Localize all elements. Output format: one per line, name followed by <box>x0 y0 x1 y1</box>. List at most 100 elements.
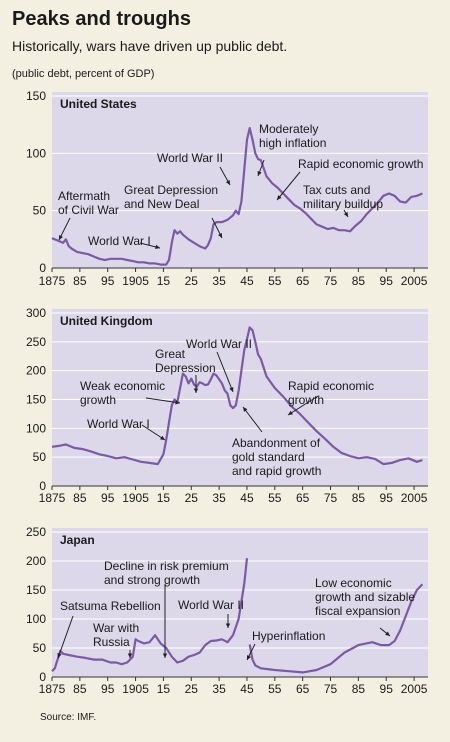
annotation: World War II <box>157 151 231 186</box>
arrowhead <box>59 235 63 240</box>
arrowhead <box>225 623 231 628</box>
annotation-arrow <box>141 424 166 441</box>
y-tick-label: 250 <box>26 525 46 539</box>
annotation-text: World War II <box>178 598 244 612</box>
x-tick-label: 25 <box>185 274 199 288</box>
arrowhead <box>257 171 262 176</box>
x-tick-label: 85 <box>73 682 87 696</box>
annotation-text: Depression <box>155 361 216 375</box>
annotation-arrow <box>287 395 319 416</box>
series-line <box>51 557 424 674</box>
arrowhead <box>57 653 62 658</box>
series-line <box>51 326 423 466</box>
x-tick-label: 85 <box>352 274 366 288</box>
annotation-text: Decline in risk premium <box>104 559 229 573</box>
x-tick-label: 2005 <box>401 491 428 505</box>
annotation-text: Aftermath <box>58 189 110 203</box>
x-tick-label: 55 <box>268 274 282 288</box>
annotation-text: Great Depression <box>124 183 218 197</box>
series-line <box>51 127 423 266</box>
y-tick-label: 200 <box>26 554 46 568</box>
x-tick-label: 45 <box>240 274 254 288</box>
annotation-text: Satsuma Rebellion <box>60 599 161 613</box>
y-tick-label: 50 <box>33 641 47 655</box>
y-tick-label: 150 <box>26 393 46 407</box>
arrowhead <box>343 212 348 217</box>
panel-title: United States <box>60 97 137 111</box>
x-tick-label: 75 <box>324 682 338 696</box>
x-tick-label: 1905 <box>122 682 149 696</box>
annotation-text: Great <box>155 347 186 361</box>
annotation-arrow <box>276 171 301 201</box>
arrowhead <box>277 195 282 200</box>
x-tick-label: 15 <box>157 682 171 696</box>
x-tick-label: 95 <box>101 682 115 696</box>
x-tick-label: 65 <box>296 682 310 696</box>
panel-title: United Kingdom <box>60 314 153 328</box>
panel-2: 0 50 100 150 200 250 300 1875 85 95 1905 15 25 35 45 55… <box>26 306 428 505</box>
x-tick-label: 1875 <box>39 491 66 505</box>
y-tick-label: 300 <box>26 306 46 320</box>
annotation-text: Abandonment of <box>232 436 321 450</box>
annotation-text: growth <box>80 393 116 407</box>
annotation-text: and New Deal <box>124 197 199 211</box>
plot-area <box>52 528 428 677</box>
x-tick-label: 1875 <box>39 682 66 696</box>
x-tick-label: 95 <box>101 491 115 505</box>
annotation-text: Rapid economic <box>288 379 374 393</box>
annotation-arrow <box>216 351 234 393</box>
y-tick-label: 150 <box>26 583 46 597</box>
annotation-text: Tax cuts and <box>303 183 370 197</box>
arrowhead <box>175 400 180 405</box>
y-tick-label: 150 <box>26 89 46 103</box>
annotation-text: Russia <box>93 635 130 649</box>
annotation-text: World War II <box>186 337 252 351</box>
annotation: World War I <box>88 234 161 250</box>
x-tick-label: 85 <box>352 491 366 505</box>
arrowhead <box>160 435 165 440</box>
y-tick-label: 250 <box>26 335 46 349</box>
annotation: World War II <box>178 598 244 628</box>
plot-area <box>52 92 428 268</box>
annotation-text: Hyperinflation <box>252 629 325 643</box>
arrowhead <box>127 653 133 658</box>
y-tick-label: 0 <box>39 479 46 493</box>
x-tick-label: 45 <box>240 491 254 505</box>
x-tick-label: 85 <box>73 274 87 288</box>
annotation-text: military buildup <box>303 197 383 211</box>
annotation: World War I <box>87 417 166 441</box>
x-tick-label: 95 <box>380 274 394 288</box>
y-tick-label: 100 <box>26 146 46 160</box>
arrowhead <box>247 655 251 660</box>
annotation-text: Rapid economic growth <box>298 157 423 171</box>
annotation-text: World War I <box>87 417 150 431</box>
annotation-text: gold standard <box>232 450 305 464</box>
annotation-text: and strong growth <box>104 573 200 587</box>
x-tick-label: 1875 <box>39 274 66 288</box>
annotation-arrow <box>145 397 181 404</box>
x-tick-label: 45 <box>240 682 254 696</box>
x-tick-label: 55 <box>268 682 282 696</box>
annotation-text: growth <box>288 393 324 407</box>
arrowhead <box>193 388 199 393</box>
x-tick-label: 95 <box>101 274 115 288</box>
annotation: Satsuma Rebellion <box>57 599 161 659</box>
arrowhead <box>162 653 168 658</box>
x-tick-label: 1905 <box>122 274 149 288</box>
y-tick-label: 50 <box>33 450 47 464</box>
annotation-text: growth and sizable <box>315 590 415 604</box>
annotation-text: Weak economic <box>80 379 165 393</box>
annotation-text: high inflation <box>259 136 326 150</box>
x-tick-label: 15 <box>157 491 171 505</box>
x-tick-label: 85 <box>352 682 366 696</box>
y-tick-label: 100 <box>26 421 46 435</box>
arrowhead <box>218 233 222 238</box>
